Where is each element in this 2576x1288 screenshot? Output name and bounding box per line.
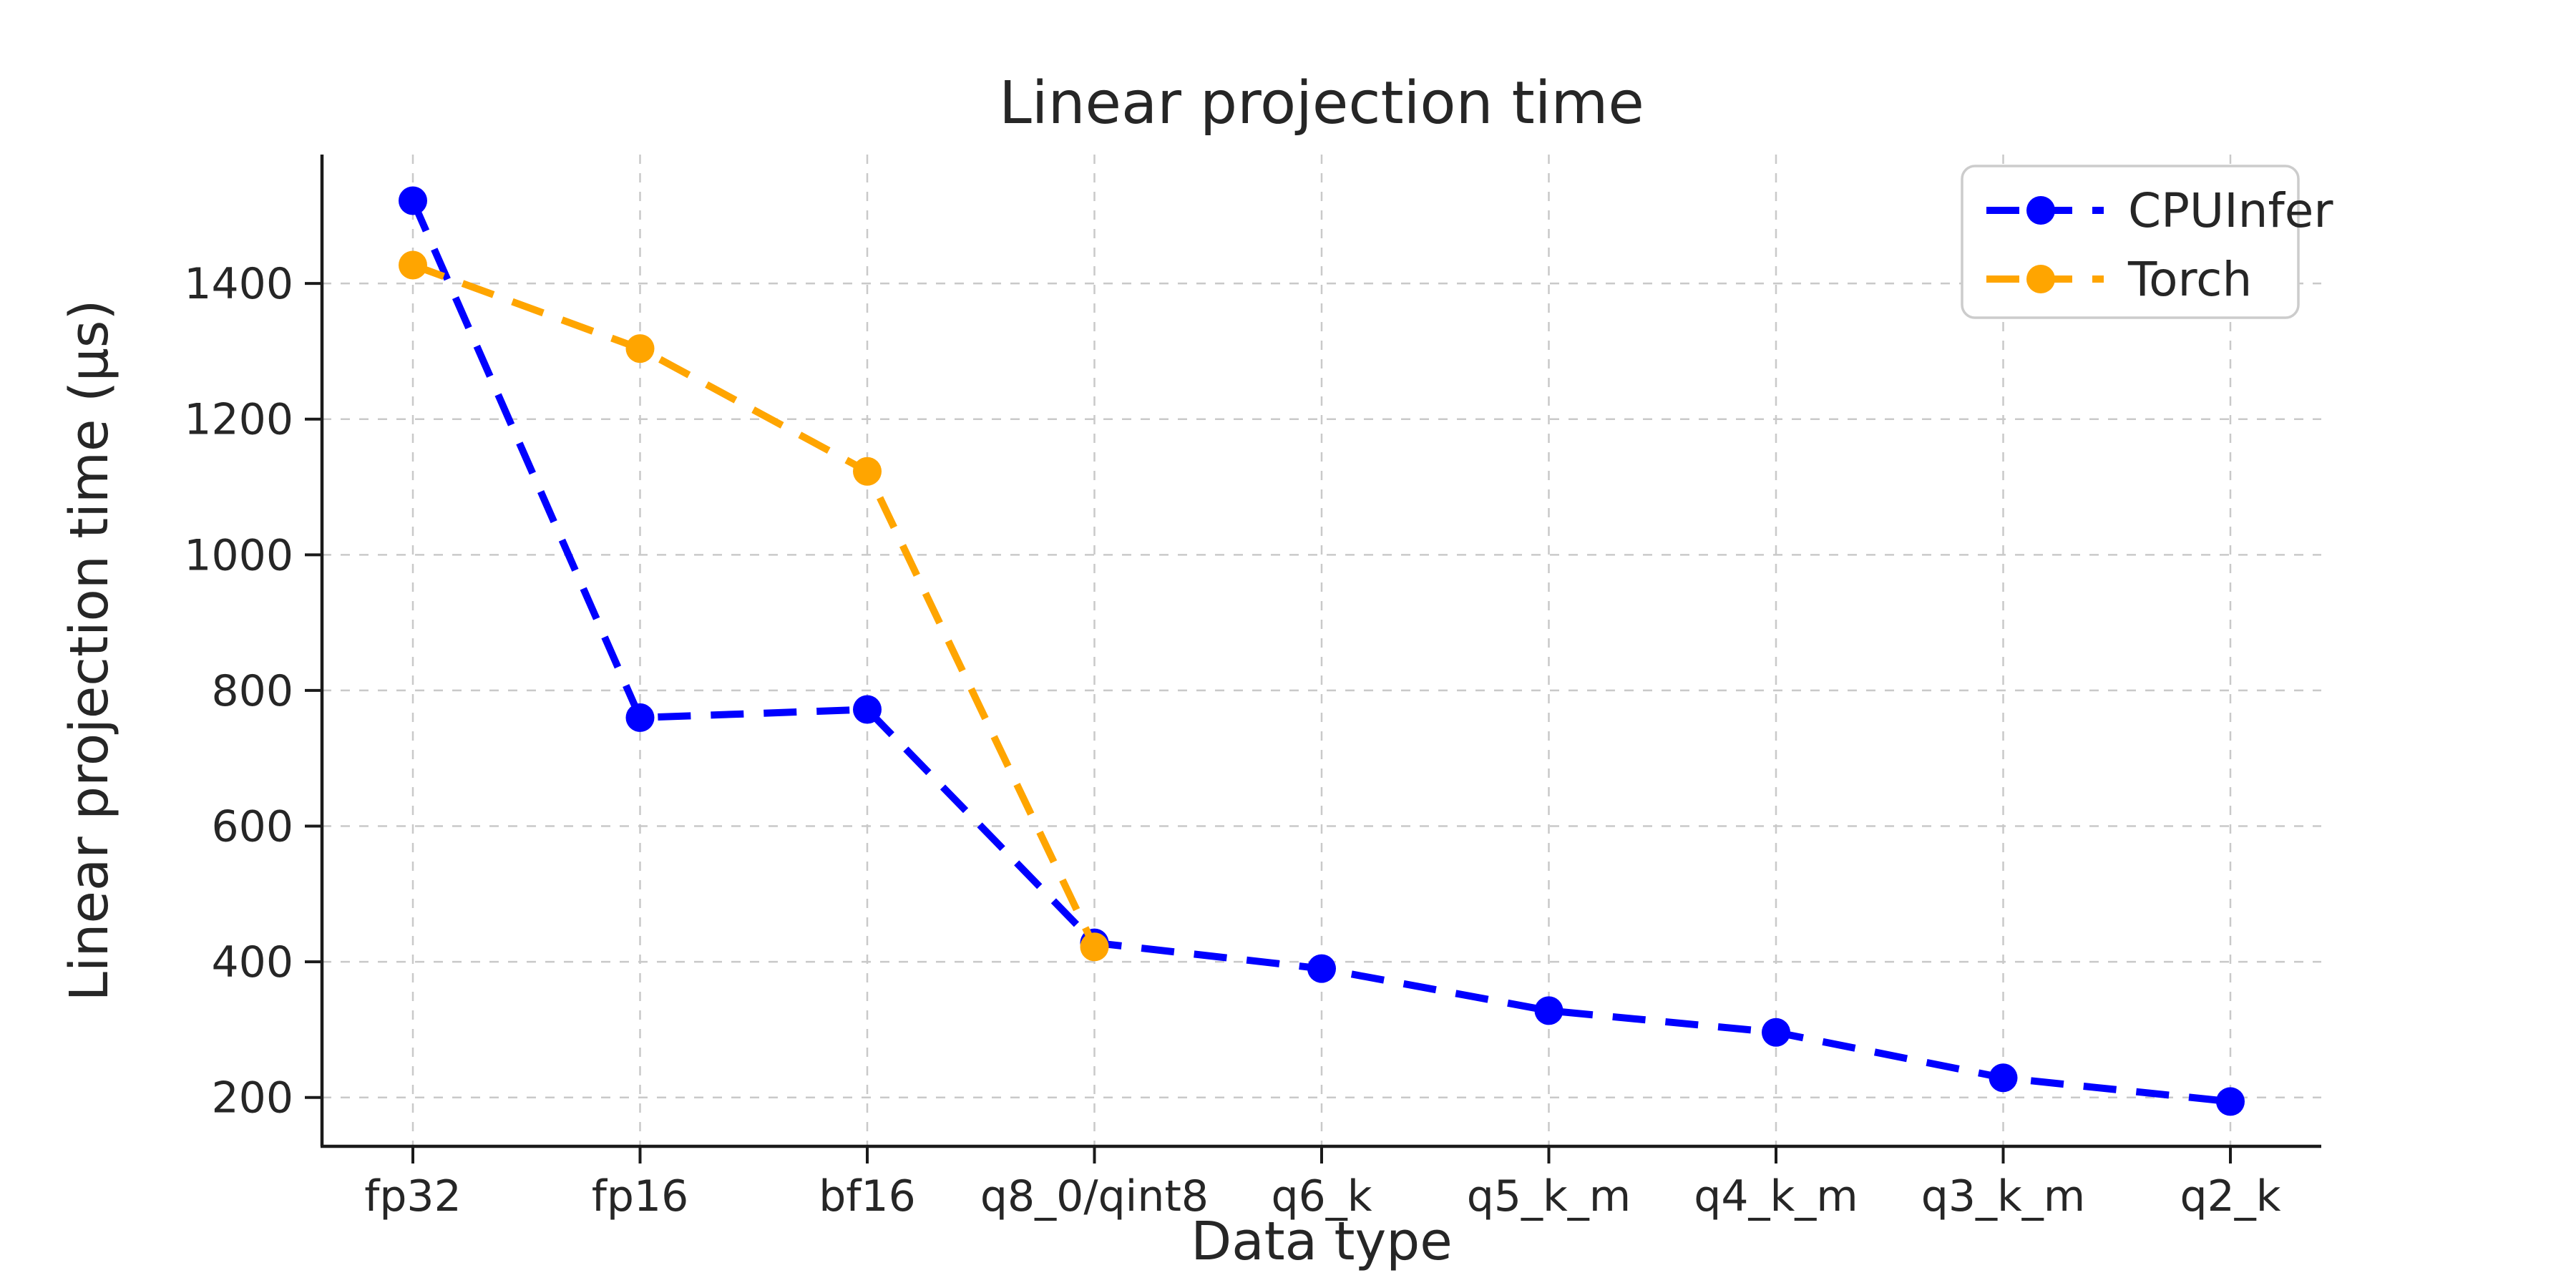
legend-label: CPUInfer <box>2128 183 2333 238</box>
x-tick-label: fp32 <box>364 1171 462 1221</box>
x-tick-label: q3_k_m <box>1921 1171 2085 1221</box>
data-point-cpuinfer <box>1534 996 1563 1025</box>
data-point-torch <box>853 457 882 486</box>
data-point-torch <box>1080 932 1109 962</box>
x-tick-label: q6_k <box>1271 1171 1372 1221</box>
legend-label: Torch <box>2127 252 2252 307</box>
y-axis-label: Linear projection time (μs) <box>59 300 120 1002</box>
data-point-torch <box>625 334 655 364</box>
y-tick-label: 600 <box>211 802 293 852</box>
x-tick-label: q5_k_m <box>1467 1171 1631 1221</box>
chart-title: Linear projection time <box>999 69 1644 137</box>
y-tick-label: 800 <box>211 666 293 716</box>
y-tick-label: 1200 <box>184 395 293 445</box>
x-tick-label: fp16 <box>592 1171 689 1221</box>
y-tick-label: 1400 <box>184 259 293 309</box>
data-point-cpuinfer <box>853 695 882 724</box>
data-point-cpuinfer <box>1307 954 1336 983</box>
y-tick-label: 200 <box>211 1073 293 1123</box>
x-tick-label: q4_k_m <box>1694 1171 1858 1221</box>
legend-marker <box>2026 196 2055 225</box>
x-tick-label: q8_0/qint8 <box>980 1171 1209 1221</box>
data-point-cpuinfer <box>1989 1063 2018 1093</box>
y-tick-label: 1000 <box>184 530 293 580</box>
legend-marker <box>2026 265 2055 293</box>
x-tick-label: q2_k <box>2180 1171 2280 1221</box>
data-point-cpuinfer <box>1762 1018 1790 1047</box>
data-point-cpuinfer <box>2216 1087 2245 1116</box>
data-point-cpuinfer <box>399 186 427 215</box>
data-point-cpuinfer <box>625 703 655 732</box>
x-tick-label: bf16 <box>819 1171 916 1221</box>
series-line-torch <box>411 261 1098 949</box>
data-point-torch <box>399 250 427 280</box>
y-tick-label: 400 <box>211 937 293 987</box>
x-axis-label: Data type <box>1191 1211 1453 1272</box>
